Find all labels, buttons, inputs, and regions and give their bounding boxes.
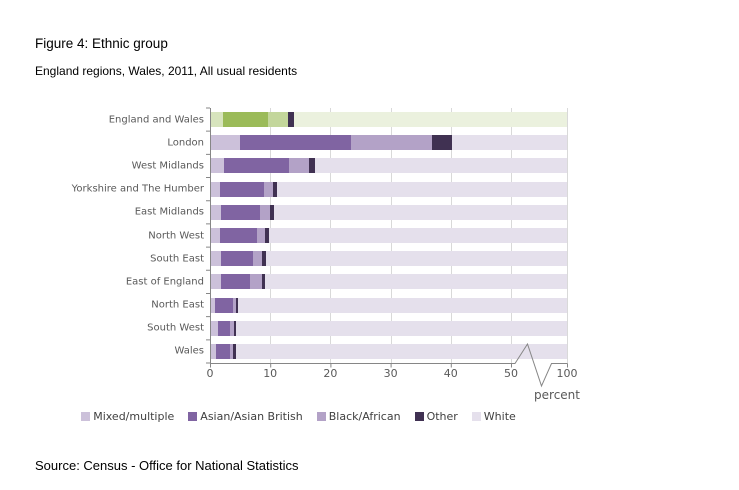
category-label: South West <box>147 322 204 334</box>
bar-segment <box>221 204 260 220</box>
legend-swatch <box>81 412 91 421</box>
bar-segment <box>236 343 567 359</box>
figure-subtitle: England regions, Wales, 2011, All usual … <box>35 64 298 78</box>
bar-segment <box>210 204 222 220</box>
bar-segment <box>250 274 263 290</box>
x-tick-label: 100 <box>556 367 578 380</box>
x-tick-label: 30 <box>383 367 398 380</box>
category-label: East of England <box>125 276 204 288</box>
bar-segment <box>210 181 220 197</box>
category-label: East Midlands <box>134 206 204 218</box>
bar-segment <box>452 135 567 151</box>
bar-segment <box>277 181 567 197</box>
bar-segment <box>289 158 310 174</box>
figure-title: Figure 4: Ethnic group <box>35 36 168 51</box>
bar-segment <box>431 135 452 151</box>
bar-segment <box>265 251 567 267</box>
category-label: West Midlands <box>131 160 204 172</box>
bar-segment <box>294 112 567 128</box>
category-label: Wales <box>174 345 204 357</box>
x-tick-label: 0 <box>206 367 214 380</box>
x-tick-label: 10 <box>263 367 278 380</box>
bar-segment <box>210 274 222 290</box>
legend-item: Other <box>414 410 458 423</box>
bar-segment <box>216 343 230 359</box>
bar-segment <box>252 251 263 267</box>
bar-segment <box>210 228 220 243</box>
category-label: North West <box>148 230 204 241</box>
legend-swatch <box>316 412 326 421</box>
legend-label: White <box>483 410 516 423</box>
bar-segment <box>238 297 567 313</box>
legend-label: Black/African <box>328 410 401 423</box>
legend-item: Black/African <box>316 410 401 423</box>
bar-segment <box>240 135 352 151</box>
gridline <box>567 108 568 363</box>
bar-segment <box>210 112 224 128</box>
category-label: England and Wales <box>108 114 204 126</box>
bar-segment <box>259 204 271 220</box>
category-label: Yorkshire and The Humber <box>71 183 204 195</box>
x-tick-label: 40 <box>443 367 458 380</box>
bar-segment <box>224 158 290 174</box>
bar-segment <box>210 320 219 336</box>
legend-label: Asian/Asian British <box>200 410 303 423</box>
legend-swatch <box>414 412 424 421</box>
legend-item: White <box>471 410 516 423</box>
legend: Mixed/multiple Asian/Asian British Black/A… <box>30 410 567 423</box>
bar-segment <box>314 158 567 174</box>
x-tick-label: 20 <box>323 367 338 380</box>
legend-item: Asian/Asian British <box>188 410 303 423</box>
legend-item: Mixed/multiple <box>81 410 174 423</box>
bar-segment <box>219 181 264 197</box>
bar-segment <box>221 274 251 290</box>
category-label: North East <box>151 299 204 311</box>
bar-segment <box>210 135 241 151</box>
bar-segment <box>210 251 222 267</box>
category-label: London <box>167 137 204 149</box>
x-tick-label: 50 <box>504 367 518 380</box>
bar-segment <box>265 274 567 290</box>
bar-segment <box>256 228 266 243</box>
bar-segment <box>268 112 289 128</box>
bar-segment <box>263 181 273 197</box>
bar-segment <box>215 297 233 313</box>
bar-segment <box>221 251 253 267</box>
bar-segment <box>223 112 269 128</box>
bar-segment <box>274 204 567 220</box>
x-axis-unit-label: percent <box>534 388 580 402</box>
legend-swatch <box>471 412 481 421</box>
source-note: Source: Census - Office for National Sta… <box>35 458 299 473</box>
legend-swatch <box>188 412 198 421</box>
bar-segment <box>218 320 231 336</box>
bar-segment <box>351 135 432 151</box>
legend-label: Other <box>426 410 458 423</box>
bar-segment <box>268 228 567 243</box>
legend-label: Mixed/multiple <box>93 410 175 423</box>
category-label: South East <box>150 253 204 265</box>
bar-segment <box>219 228 257 243</box>
bar-segment <box>235 320 567 336</box>
bar-segment <box>210 158 225 174</box>
